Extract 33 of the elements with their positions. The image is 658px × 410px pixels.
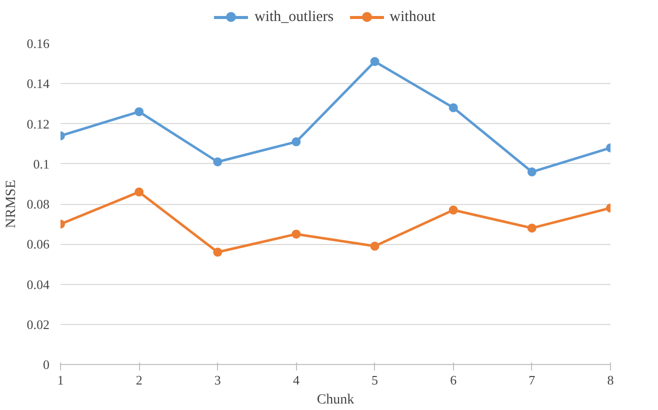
point	[448, 103, 458, 112]
point	[134, 107, 144, 116]
point	[213, 248, 222, 257]
x-tick-label: 2	[136, 372, 142, 388]
point	[370, 57, 380, 66]
x-tick-label: 6	[450, 372, 458, 388]
point	[370, 242, 380, 251]
y-tick-label: 0.14	[26, 76, 50, 92]
y-tick-label: 0.1	[33, 156, 50, 172]
y-tick-label: 0.02	[26, 316, 50, 332]
point	[134, 187, 144, 196]
point	[527, 167, 536, 176]
point	[213, 157, 222, 166]
point	[292, 137, 301, 146]
y-tick-label: 0.06	[26, 236, 50, 252]
y-axis-title: NRMSE	[4, 180, 19, 228]
x-tick-label: 1	[57, 372, 64, 388]
x-axis-title: Chunk	[316, 392, 354, 408]
y-tick-label: 0.04	[26, 276, 50, 292]
point	[448, 206, 458, 215]
point	[527, 224, 536, 233]
x-tick-label: 5	[372, 372, 378, 388]
legend-label: with_outliers	[254, 8, 334, 27]
x-tick-label: 7	[528, 372, 536, 388]
point	[292, 230, 301, 239]
y-tick-label: 0.08	[26, 196, 50, 212]
legend-label: without	[390, 8, 436, 27]
x-tick-label: 4	[292, 372, 300, 388]
x-tick-label: 8	[607, 372, 614, 388]
x-tick-label: 3	[214, 372, 221, 388]
y-tick-label: 0	[43, 357, 50, 372]
y-tick-label: 0.12	[26, 116, 50, 132]
y-tick-label: 0.16	[26, 36, 50, 51]
